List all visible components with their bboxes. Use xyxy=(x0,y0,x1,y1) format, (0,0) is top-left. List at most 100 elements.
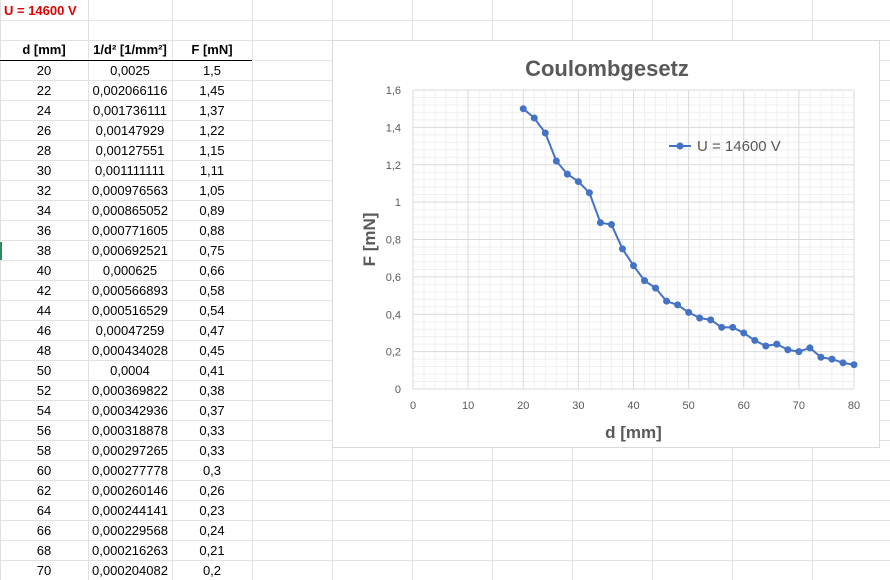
table-cell[interactable]: 52 xyxy=(36,383,52,398)
table-cell[interactable]: 0,00147929 xyxy=(95,123,165,138)
table-cell[interactable]: 30 xyxy=(36,163,52,178)
table-cell[interactable]: 1,37 xyxy=(199,103,225,118)
data-point[interactable] xyxy=(630,262,637,270)
table-cell[interactable]: 62 xyxy=(36,483,52,498)
chart-area[interactable]: 0 10 20 30 40 50 60 70 80 0 0,2 0,4 0,6 0,8 1 1,2 1,4 1,6… xyxy=(332,40,880,448)
data-point[interactable] xyxy=(740,329,748,337)
table-cell[interactable]: 0,00047259 xyxy=(95,323,165,338)
table-cell[interactable]: 40 xyxy=(36,263,52,278)
table-cell[interactable]: 48 xyxy=(36,343,52,358)
table-cell[interactable]: 0,000516529 xyxy=(92,303,168,318)
table-cell[interactable]: 0,000771605 xyxy=(92,223,168,238)
table-cell[interactable]: 34 xyxy=(36,203,52,218)
column-header[interactable]: d [mm] xyxy=(22,42,66,57)
data-point[interactable] xyxy=(751,336,759,344)
data-point[interactable] xyxy=(762,342,770,350)
table-cell[interactable]: 0,41 xyxy=(199,363,225,378)
table-cell[interactable]: 36 xyxy=(36,223,52,238)
table-cell[interactable]: 0,38 xyxy=(199,383,225,398)
table-cell[interactable]: 0,000976563 xyxy=(92,183,168,198)
table-cell[interactable]: 28 xyxy=(36,143,52,158)
table-cell[interactable]: 0,89 xyxy=(199,203,225,218)
table-cell[interactable]: 0,33 xyxy=(199,423,225,438)
table-cell[interactable]: 0,2 xyxy=(202,563,222,578)
table-cell[interactable]: 0,000204082 xyxy=(92,563,168,578)
table-cell[interactable]: 44 xyxy=(36,303,52,318)
table-cell[interactable]: 46 xyxy=(36,323,52,338)
table-cell[interactable]: 68 xyxy=(36,543,52,558)
table-cell[interactable]: 0,000865052 xyxy=(92,203,168,218)
table-cell[interactable]: 0,001736111 xyxy=(93,103,167,118)
table-cell[interactable]: 0,000318878 xyxy=(92,423,168,438)
data-point[interactable] xyxy=(552,157,560,165)
table-cell[interactable]: 60 xyxy=(36,463,52,478)
data-point[interactable] xyxy=(574,178,582,186)
legend[interactable]: U = 14600 V xyxy=(669,138,781,155)
table-cell[interactable]: 0,26 xyxy=(199,483,225,498)
table-cell[interactable]: 0,00127551 xyxy=(95,143,165,158)
data-point[interactable] xyxy=(696,314,704,322)
data-point[interactable] xyxy=(652,284,660,292)
table-cell[interactable]: 1,22 xyxy=(199,123,225,138)
table-cell[interactable]: 38 xyxy=(36,243,52,258)
table-cell[interactable]: 0,88 xyxy=(199,223,225,238)
table-cell[interactable]: 0,37 xyxy=(199,403,225,418)
title-cell[interactable]: U = 14600 V xyxy=(4,3,77,18)
table-cell[interactable]: 0,33 xyxy=(199,443,225,458)
table-cell[interactable]: 0,47 xyxy=(199,323,225,338)
data-point[interactable] xyxy=(685,308,693,316)
table-cell[interactable]: 0,000260146 xyxy=(92,483,168,498)
data-point[interactable] xyxy=(641,277,649,285)
column-header[interactable]: 1/d² [1/mm²] xyxy=(93,42,167,57)
data-point[interactable] xyxy=(541,129,549,137)
table-cell[interactable]: 0,0004 xyxy=(110,363,150,378)
data-point[interactable] xyxy=(784,346,792,354)
table-cell[interactable]: 1,5 xyxy=(202,63,222,78)
table-cell[interactable]: 22 xyxy=(36,83,52,98)
table-cell[interactable]: 0,000625 xyxy=(102,263,158,278)
table-cell[interactable]: 0,75 xyxy=(199,243,225,258)
table-cell[interactable]: 66 xyxy=(36,523,52,538)
data-point[interactable] xyxy=(674,301,682,309)
table-cell[interactable]: 0,000229568 xyxy=(92,523,168,538)
table-cell[interactable]: 32 xyxy=(36,183,52,198)
table-cell[interactable]: 0,21 xyxy=(199,543,225,558)
table-cell[interactable]: 0,23 xyxy=(199,503,225,518)
table-cell[interactable]: 70 xyxy=(36,563,52,578)
table-cell[interactable]: 54 xyxy=(36,403,52,418)
data-point[interactable] xyxy=(795,348,803,356)
data-point[interactable] xyxy=(663,297,671,305)
data-point[interactable] xyxy=(806,344,814,352)
data-point[interactable] xyxy=(839,359,847,367)
table-cell[interactable]: 0,002066116 xyxy=(92,83,168,98)
table-cell[interactable]: 26 xyxy=(36,123,52,138)
data-point[interactable] xyxy=(618,245,626,253)
table-cell[interactable]: 0,58 xyxy=(199,283,225,298)
table-cell[interactable]: 0,000434028 xyxy=(92,343,168,358)
table-cell[interactable]: 0,000297265 xyxy=(92,443,168,458)
table-cell[interactable]: 0,000216263 xyxy=(92,543,168,558)
data-point[interactable] xyxy=(519,105,527,113)
table-cell[interactable]: 0,24 xyxy=(199,523,225,538)
data-point[interactable] xyxy=(607,221,615,229)
table-cell[interactable]: 0,000244141 xyxy=(92,503,168,518)
table-cell[interactable]: 1,45 xyxy=(199,83,225,98)
table-cell[interactable]: 64 xyxy=(36,503,52,518)
table-cell[interactable]: 1,11 xyxy=(199,163,225,178)
table-cell[interactable]: 0,001111111 xyxy=(94,163,166,178)
data-point[interactable] xyxy=(585,189,593,197)
table-cell[interactable]: 20 xyxy=(36,63,52,78)
data-point[interactable] xyxy=(773,340,781,348)
data-point[interactable] xyxy=(530,114,538,122)
data-point[interactable] xyxy=(729,323,737,331)
table-cell[interactable]: 50 xyxy=(36,363,52,378)
table-cell[interactable]: 0,3 xyxy=(202,463,222,478)
table-cell[interactable]: 0,000692521 xyxy=(92,243,168,258)
data-point[interactable] xyxy=(817,353,825,361)
data-point[interactable] xyxy=(828,355,836,363)
table-cell[interactable]: 0,0025 xyxy=(110,63,150,78)
table-cell[interactable]: 0,54 xyxy=(199,303,225,318)
table-cell[interactable]: 1,15 xyxy=(199,143,225,158)
data-point[interactable] xyxy=(718,323,726,331)
table-cell[interactable]: 56 xyxy=(36,423,52,438)
